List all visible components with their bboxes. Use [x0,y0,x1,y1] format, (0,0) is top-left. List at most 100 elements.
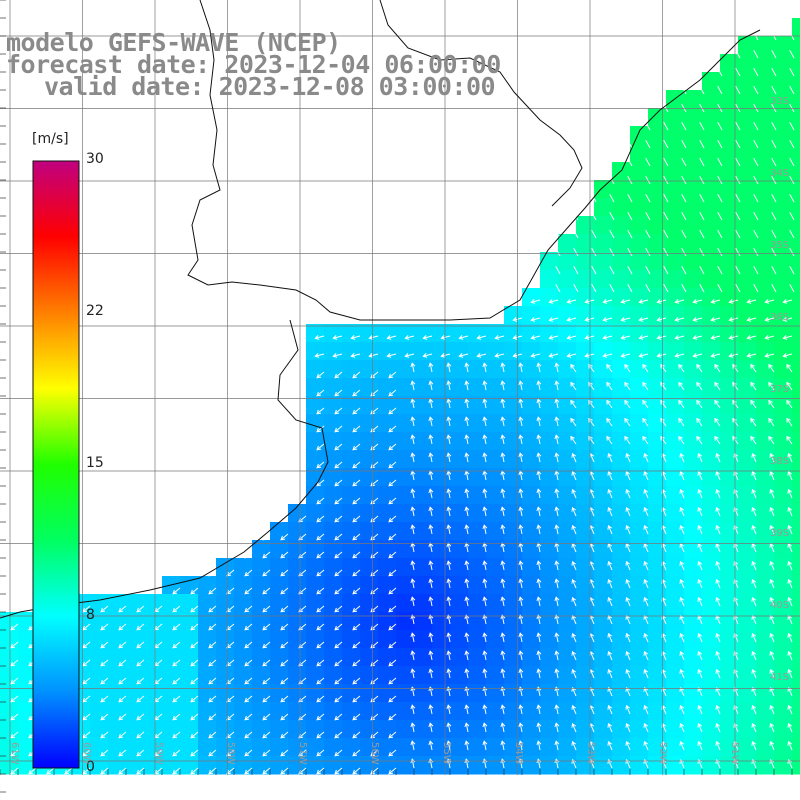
wind-cell [576,504,595,523]
wind-cell [180,702,199,721]
wind-arrow [747,353,757,357]
wind-arrow [591,247,597,257]
wind-cell [684,612,703,631]
wind-arrow-head [244,715,250,721]
wind-cell [558,450,577,469]
wind-cell [576,612,595,631]
wind-arrow [429,543,433,553]
wind-arrow-head [733,470,739,476]
wind-arrow [411,669,415,679]
wind-arrow [753,85,759,95]
wind-cell [774,144,793,163]
wind-arrow-head [464,740,470,746]
wind-cell [432,738,451,757]
wind-cell [522,378,541,397]
wind-arrow [10,641,19,649]
wind-arrow-head [554,560,560,566]
wind-cell [720,504,739,523]
wind-arrow [519,381,523,391]
wind-arrow [753,229,759,239]
wind-arrow [501,705,505,715]
wind-cell [342,684,361,703]
wind-arrow [681,283,687,293]
wind-cell [270,594,289,613]
wind-cell [594,180,613,199]
wind-arrow [537,651,541,661]
wind-cell [774,306,793,325]
wind-cell [756,144,775,163]
wind-arrow [771,211,777,221]
wind-arrow [572,633,577,643]
wind-arrow [136,749,145,757]
wind-cell [468,756,487,775]
wind-arrow [699,139,705,149]
wind-arrow-head [10,769,16,775]
wind-arrow [626,525,631,535]
wind-arrow [501,759,505,769]
wind-arrow [388,533,397,541]
wind-arrow [660,418,667,427]
wind-arrow [693,353,703,357]
wind-arrow [315,335,325,339]
wind-cell [792,18,800,37]
wind-arrow [82,767,91,775]
wind-arrow-head [679,632,685,638]
longitude-label: 51W [729,742,740,765]
wind-cell [234,648,253,667]
wind-cell [720,252,739,271]
wind-cell [90,612,109,631]
wind-arrow [608,471,613,481]
wind-cell [324,378,343,397]
wind-cell [486,594,505,613]
wind-arrow-head [262,769,268,775]
wind-arrow [262,587,271,595]
wind-arrow [732,382,739,391]
wind-arrow [262,659,271,667]
wind-arrow [788,597,793,607]
wind-arrow-head [428,650,434,656]
wind-arrow-head [464,722,470,728]
wind-arrow-head [262,679,268,685]
wind-arrow [645,139,651,149]
wind-cell [558,648,577,667]
wind-cell [702,216,721,235]
wind-arrow-head [428,596,434,602]
wind-arrow-head [750,399,755,405]
chart-title-model: modelo GEFS-WAVE (NCEP) [6,28,341,57]
wind-arrow-head [352,481,358,487]
wind-arrow [465,705,469,715]
wind-arrow [639,299,649,303]
wind-arrow [447,669,451,679]
wind-arrow [662,579,667,589]
wind-cell [252,540,271,559]
wind-arrow [429,525,433,535]
wind-cell [792,126,800,145]
wind-cell [702,504,721,523]
wind-arrow-head [606,399,611,405]
wind-arrow [262,731,271,739]
wind-arrow-head [746,353,752,358]
wind-arrow [555,741,559,751]
wind-arrow [465,453,469,463]
wind-arrow-head [476,353,482,358]
wind-arrow [423,353,433,357]
wind-cell [702,630,721,649]
wind-arrow [608,633,613,643]
wind-arrow-head [410,650,416,656]
wind-arrow [316,677,325,685]
wind-arrow [483,471,487,481]
wind-arrow-head [314,353,320,358]
wind-arrow [334,659,343,667]
wind-arrow-head [643,488,649,494]
wind-arrow [662,723,667,733]
wind-cell [630,162,649,181]
wind-cell [18,666,37,685]
wind-cell [684,198,703,217]
wind-arrow [626,507,631,517]
wind-arrow [662,669,667,679]
wind-cell [90,648,109,667]
wind-arrow [735,175,741,185]
wind-cell [396,630,415,649]
wind-cell [648,576,667,595]
wind-arrow-head [118,697,124,703]
